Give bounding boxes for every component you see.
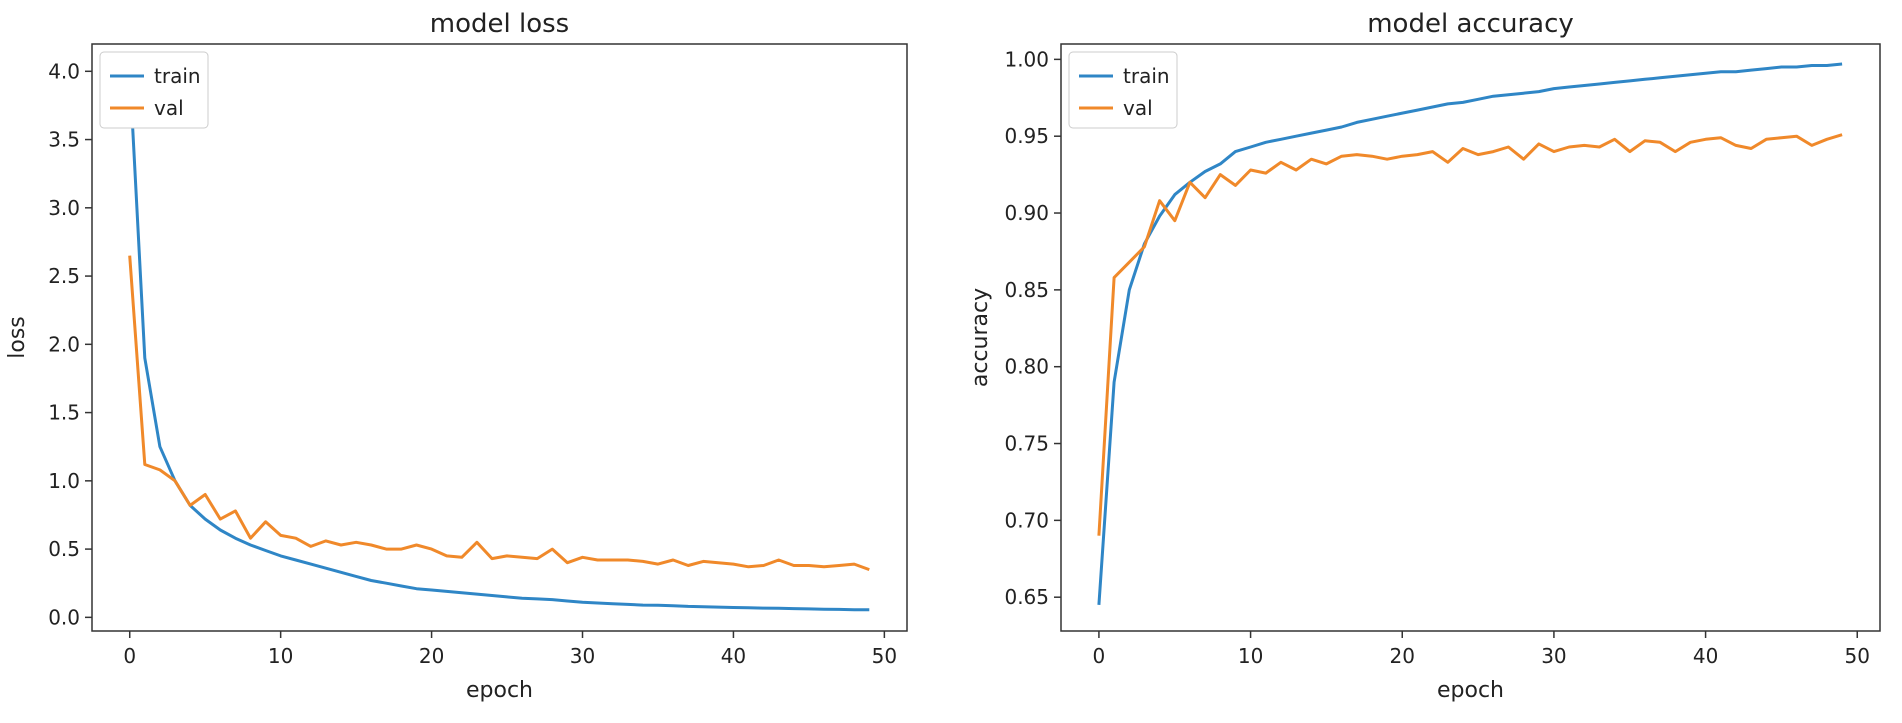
x-tick-label: 0	[123, 644, 136, 668]
chart-title: model loss	[430, 9, 569, 39]
plot-frame	[1060, 43, 1881, 632]
legend-label-train: train	[1123, 64, 1170, 88]
y-tick-label: 3.5	[48, 128, 80, 152]
y-tick-label: 4.0	[48, 59, 80, 83]
y-tick-label: 0.90	[1004, 201, 1049, 225]
y-tick-label: 1.5	[48, 401, 80, 425]
loss-chart: model loss 0 10 20 30 40 50 0.0 0.5 1.0 1.5 2.0 2.5 3…	[5, 9, 908, 703]
y-tick-label: 0.95	[1004, 124, 1049, 148]
y-tick-label: 0.75	[1004, 432, 1049, 456]
x-tick-label: 30	[1541, 644, 1566, 668]
plot-frame	[91, 43, 908, 632]
y-tick-label: 0.5	[48, 537, 80, 561]
y-tick-label: 1.0	[48, 469, 80, 493]
x-axis-label: epoch	[466, 678, 533, 703]
x-tick-label: 20	[419, 644, 444, 668]
chart-title: model accuracy	[1367, 9, 1574, 39]
x-tick-label: 50	[1845, 644, 1870, 668]
y-tick-label: 3.0	[48, 196, 80, 220]
legend-label-val: val	[1123, 96, 1153, 120]
x-tick-label: 50	[872, 644, 897, 668]
series-line-train	[128, 71, 870, 612]
series-line-val	[1097, 133, 1843, 536]
x-tick-label: 30	[570, 644, 595, 668]
x-tick-label: 40	[1693, 644, 1718, 668]
x-tick-label: 20	[1390, 644, 1415, 668]
x-tick-label: 0	[1093, 644, 1106, 668]
series-line-train	[1097, 62, 1843, 606]
y-tick-label: 0.70	[1004, 508, 1049, 532]
x-tick-label: 10	[1238, 644, 1263, 668]
y-tick-label: 1.00	[1004, 47, 1049, 71]
x-tick-label: 10	[268, 644, 293, 668]
y-tick-label: 0.0	[48, 605, 80, 629]
legend-label-val: val	[154, 96, 184, 120]
accuracy-chart: model accuracy 0 10 20 30 40 50 0.65 0.70 0.75 0.8…	[968, 9, 1881, 703]
y-axis-label: loss	[5, 316, 30, 359]
y-tick-label: 0.85	[1004, 278, 1049, 302]
x-axis-label: epoch	[1437, 678, 1504, 703]
y-tick-label: 0.80	[1004, 355, 1049, 379]
y-tick-label: 2.5	[48, 264, 80, 288]
y-tick-label: 0.65	[1004, 585, 1049, 609]
series-line-val	[128, 255, 870, 572]
x-tick-label: 40	[721, 644, 746, 668]
y-tick-label: 2.0	[48, 332, 80, 356]
legend-label-train: train	[154, 64, 201, 88]
y-axis-label: accuracy	[968, 288, 993, 387]
